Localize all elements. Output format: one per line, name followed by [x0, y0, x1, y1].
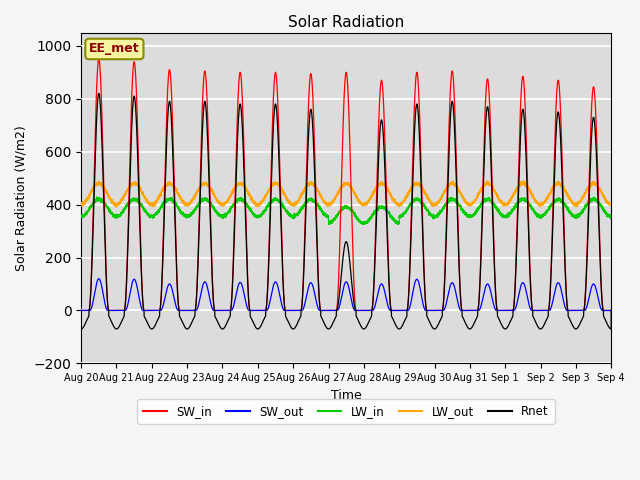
Title: Solar Radiation: Solar Radiation [288, 15, 404, 30]
Y-axis label: Solar Radiation (W/m2): Solar Radiation (W/m2) [15, 125, 28, 271]
Legend: SW_in, SW_out, LW_in, LW_out, Rnet: SW_in, SW_out, LW_in, LW_out, Rnet [138, 399, 555, 424]
Text: EE_met: EE_met [89, 43, 140, 56]
X-axis label: Time: Time [331, 389, 362, 402]
